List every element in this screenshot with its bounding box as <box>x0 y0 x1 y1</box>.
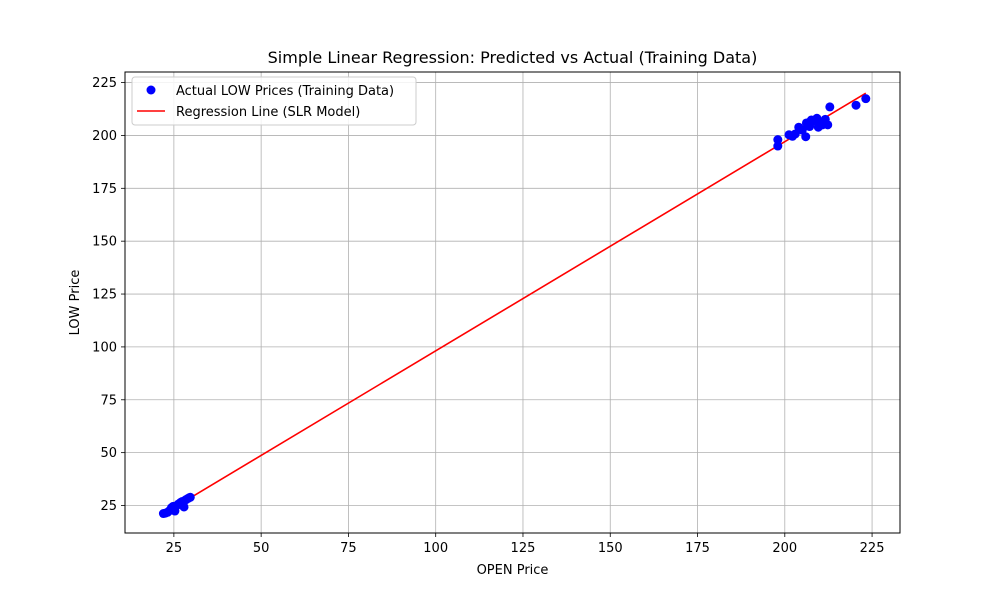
legend-marker-scatter <box>146 85 156 95</box>
x-tick-label: 50 <box>253 541 270 556</box>
data-point <box>825 102 835 112</box>
chart-title: Simple Linear Regression: Predicted vs A… <box>268 48 758 67</box>
y-tick-label: 100 <box>92 340 117 355</box>
y-tick-label: 150 <box>92 235 117 250</box>
data-point <box>179 502 189 512</box>
y-tick-label: 175 <box>92 182 117 197</box>
y-tick-label: 200 <box>92 129 117 144</box>
legend-box <box>131 76 417 126</box>
regression-line <box>162 92 867 515</box>
data-point <box>801 132 811 142</box>
points-layer <box>158 94 871 519</box>
x-tick-label: 100 <box>423 541 448 556</box>
x-tick-label: 125 <box>511 541 536 556</box>
legend-label-line: Regression Line (SLR Model) <box>176 105 360 120</box>
plot-frame <box>124 71 901 534</box>
x-axis-label: OPEN Price <box>477 563 549 578</box>
data-point <box>185 492 195 502</box>
y-tick-label: 75 <box>100 393 117 408</box>
x-axis: 25 50 75 100 125 150 175 200 225 <box>166 533 885 556</box>
data-point <box>823 120 833 130</box>
x-tick-label: 200 <box>772 541 797 556</box>
y-axis-label: LOW Price <box>68 270 83 336</box>
data-point <box>773 141 783 151</box>
y-axis: 25 50 75 100 125 150 175 200 225 <box>92 76 125 514</box>
y-tick-label: 50 <box>100 446 117 461</box>
x-tick-label: 75 <box>340 541 357 556</box>
y-tick-label: 125 <box>92 288 117 303</box>
data-point <box>851 100 861 110</box>
legend-label-scatter: Actual LOW Prices (Training Data) <box>176 84 394 99</box>
x-tick-label: 25 <box>166 541 183 556</box>
data-point <box>790 129 800 139</box>
grid <box>125 72 900 533</box>
x-tick-label: 175 <box>685 541 710 556</box>
x-tick-label: 150 <box>598 541 623 556</box>
y-tick-label: 225 <box>92 76 117 91</box>
data-point <box>861 94 871 104</box>
x-tick-label: 225 <box>860 541 885 556</box>
data-point <box>773 135 783 145</box>
legend: Actual LOW Prices (Training Data) Regres… <box>131 76 417 126</box>
regression-layer <box>162 92 867 515</box>
y-tick-label: 25 <box>100 499 117 514</box>
